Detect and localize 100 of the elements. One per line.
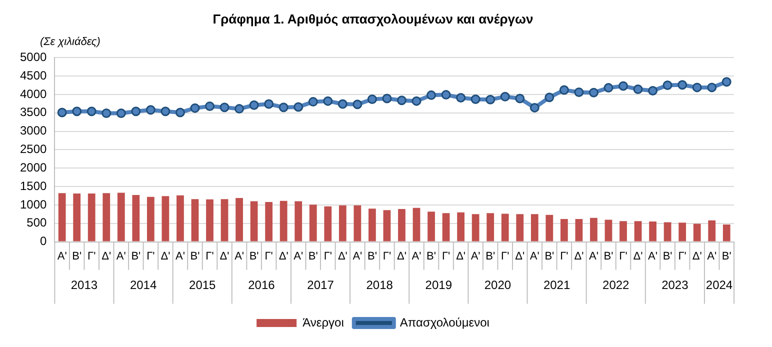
bar (428, 212, 435, 242)
bar (457, 212, 464, 242)
bar (412, 208, 420, 242)
point (618, 81, 628, 91)
bar (501, 214, 509, 242)
point (559, 85, 569, 95)
x-tick-label: Β' (722, 250, 732, 262)
bar (117, 192, 125, 242)
x-tick-label: Γ' (678, 250, 686, 262)
point (648, 86, 658, 96)
text: 2018 (366, 278, 394, 292)
x-tick-label: Δ' (160, 250, 170, 262)
x-tick-label: Α' (530, 250, 540, 262)
y-tick-label: 1500 (20, 178, 48, 193)
bar (294, 201, 302, 242)
point (456, 93, 466, 103)
point (352, 100, 362, 110)
legend-label: Άνεργοι (302, 315, 344, 330)
text: 2013 (70, 278, 98, 292)
x-tick-label: Γ' (442, 250, 450, 262)
point (604, 83, 614, 93)
point (160, 106, 170, 116)
x-tick-label: Δ' (515, 250, 525, 262)
x-tick-label: Β' (131, 250, 141, 262)
point (72, 106, 82, 116)
x-tick-label: Α' (234, 250, 244, 262)
x-tick-label: Α' (294, 250, 304, 262)
y-tick-label: 3500 (20, 105, 48, 120)
x-tick-label: Δ' (633, 250, 643, 262)
x-tick-label: Β' (544, 250, 554, 262)
bar (324, 206, 332, 242)
bar (220, 199, 228, 242)
y-tick-label: 500 (26, 216, 48, 230)
point (707, 82, 717, 92)
x-tick-label: Β' (308, 250, 318, 262)
bar (620, 221, 627, 242)
x-tick-label: Α' (176, 250, 185, 262)
x-tick-label: Α' (412, 250, 422, 262)
point (678, 80, 688, 90)
bar (309, 204, 317, 242)
point (190, 103, 200, 113)
bar (530, 214, 538, 242)
bar (472, 214, 480, 242)
point (500, 92, 510, 102)
x-tick-label: Δ' (456, 250, 466, 262)
point (722, 77, 732, 87)
point (441, 90, 451, 100)
y-tick-label: 4500 (20, 68, 48, 82)
x-tick-label: Γ' (501, 250, 510, 262)
bar (546, 214, 554, 242)
x-tick-label: Γ' (264, 250, 273, 262)
point (175, 108, 185, 118)
point (515, 94, 525, 104)
point (57, 108, 67, 118)
text: 2024 (706, 278, 733, 292)
y-tick-label: 5000 (20, 50, 48, 64)
text: 2021 (543, 278, 570, 292)
x-tick-label: Α' (707, 250, 717, 262)
bar (265, 202, 273, 242)
point (264, 99, 274, 109)
bar (398, 209, 406, 242)
point (662, 80, 672, 90)
point (146, 105, 156, 115)
bar (236, 198, 243, 242)
bar (649, 222, 656, 242)
x-tick-label: Β' (426, 250, 436, 262)
point (412, 96, 422, 106)
bar (590, 218, 598, 242)
text: 2016 (248, 278, 276, 292)
point (338, 99, 348, 109)
x-tick-label: Γ' (324, 250, 332, 262)
x-tick-label: Β' (249, 250, 259, 262)
x-tick-label: Γ' (619, 250, 628, 262)
chart-title: Γράφημα 1. Αριθμός απασχολουμένων και ανέργων (212, 11, 534, 26)
point (544, 92, 554, 102)
point (633, 84, 643, 94)
x-tick-label: Α' (352, 250, 362, 262)
bar (146, 196, 154, 242)
x-tick-label: Β' (190, 250, 200, 262)
point (102, 108, 112, 118)
bar (280, 200, 288, 242)
text: 2015 (189, 278, 216, 292)
point (308, 97, 318, 107)
x-tick-label: Δ' (102, 250, 112, 262)
y-tick-label: 0 (40, 234, 48, 248)
bar (354, 205, 362, 242)
point (278, 102, 288, 112)
bar (58, 193, 66, 242)
point (692, 82, 702, 92)
point (294, 102, 304, 112)
point (323, 96, 333, 106)
text: 2019 (425, 278, 452, 292)
bar (693, 224, 701, 242)
x-tick-label: Γ' (146, 250, 155, 262)
legend-label: Απασχολούμενοι (400, 315, 490, 330)
y-tick-label: 4000 (20, 86, 48, 101)
x-tick-label: Α' (116, 250, 126, 262)
bar (176, 195, 184, 242)
point (382, 94, 392, 104)
point (116, 108, 126, 118)
